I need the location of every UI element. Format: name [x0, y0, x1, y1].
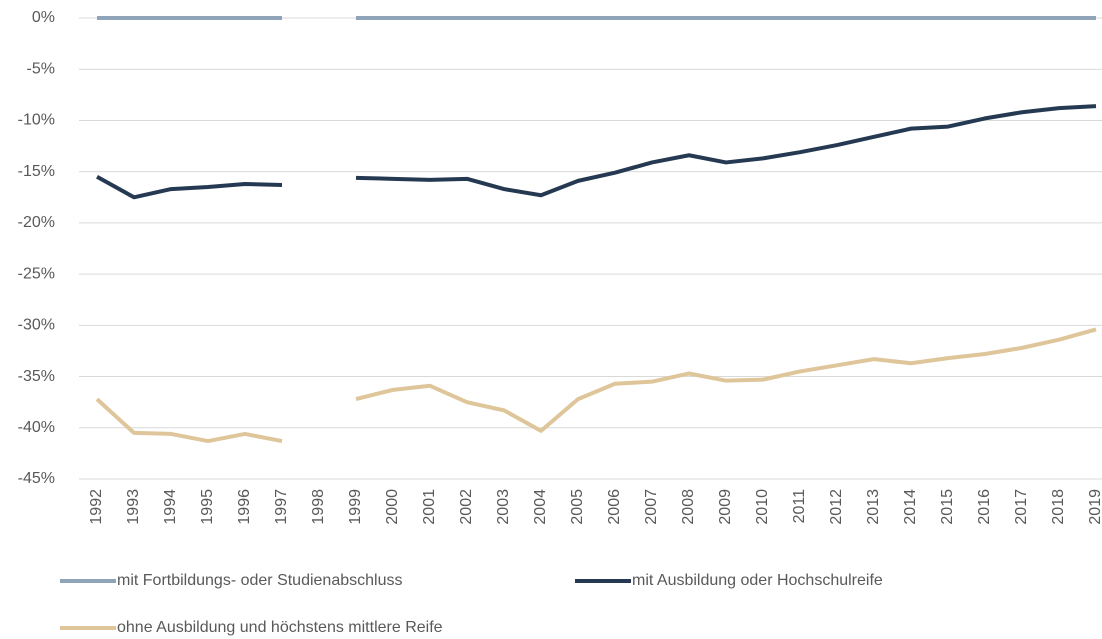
- x-tick-label: 2013: [865, 489, 882, 525]
- x-tick-label: 2015: [939, 489, 956, 525]
- y-tick-label: -30%: [18, 317, 55, 334]
- x-tick-label: 2002: [458, 489, 475, 525]
- x-tick-label: 1999: [347, 489, 364, 525]
- y-tick-label: -40%: [18, 419, 55, 436]
- y-tick-label: -10%: [18, 112, 55, 129]
- x-tick-label: 2019: [1087, 489, 1102, 525]
- y-tick-label: -45%: [18, 470, 55, 487]
- y-tick-label: 0%: [32, 9, 55, 26]
- y-tick-label: -25%: [18, 265, 55, 282]
- x-tick-label: 2008: [680, 489, 697, 525]
- x-tick-label: 1996: [236, 489, 253, 525]
- x-tick-label: 1992: [88, 489, 105, 525]
- x-tick-label: 2004: [532, 489, 549, 525]
- x-tick-label: 2007: [643, 489, 660, 525]
- x-tick-label: 2005: [569, 489, 586, 525]
- x-tick-label: 1995: [199, 489, 216, 525]
- x-tick-label: 2006: [606, 489, 623, 525]
- x-tick-label: 2018: [1050, 489, 1067, 525]
- x-tick-label: 2017: [1013, 489, 1030, 525]
- x-tick-label: 2012: [828, 489, 845, 525]
- x-tick-label: 2009: [717, 489, 734, 525]
- series-line: [96, 104, 1097, 200]
- x-tick-label: 2016: [976, 489, 993, 525]
- y-tick-label: -20%: [18, 214, 55, 231]
- x-tick-label: 2003: [495, 489, 512, 525]
- x-tick-label: 1998: [310, 489, 327, 525]
- y-tick-label: -15%: [18, 163, 55, 180]
- x-tick-label: 2000: [384, 489, 401, 525]
- series-line: [95, 327, 1097, 444]
- x-tick-label: 2010: [754, 489, 771, 525]
- x-tick-label: 1994: [162, 489, 179, 525]
- x-tick-label: 2014: [902, 489, 919, 525]
- x-tick-label: 1993: [125, 489, 142, 525]
- y-tick-label: -5%: [27, 60, 55, 77]
- x-tick-label: 1997: [273, 489, 290, 525]
- legend-label: mit Fortbildungs- oder Studienabschluss: [117, 572, 402, 589]
- x-tick-label: 2011: [791, 489, 808, 524]
- x-tick-label: 2001: [421, 489, 438, 525]
- legend-label: mit Ausbildung oder Hochschulreife: [632, 572, 883, 589]
- y-tick-label: -35%: [18, 368, 55, 385]
- legend-label: ohne Ausbildung und höchstens mittlere R…: [117, 619, 443, 636]
